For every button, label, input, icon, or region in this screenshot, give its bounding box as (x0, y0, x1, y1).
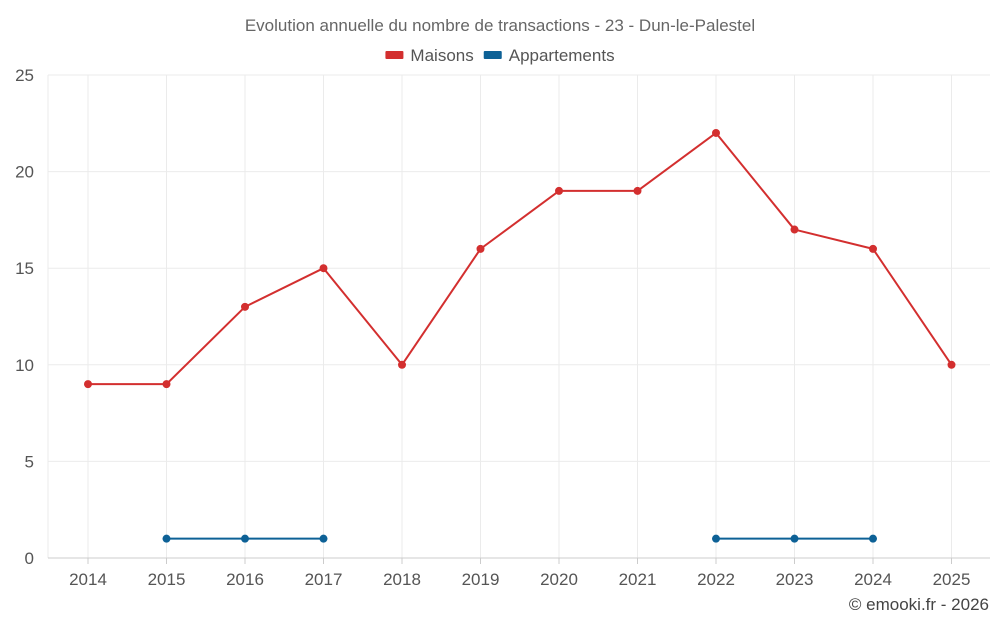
legend-swatch-appartements (483, 51, 502, 59)
legend-label-maisons: Maisons (410, 46, 473, 65)
y-axis: 0 5 10 15 20 25 (15, 66, 34, 568)
x-tick-label: 2017 (305, 570, 343, 589)
series-maisons (84, 128, 956, 389)
x-tick-label: 2018 (383, 570, 421, 589)
credit-text: © emooki.fr - 2026 (849, 595, 989, 614)
legend-item-appartements[interactable]: Appartements (483, 46, 615, 65)
data-point-maisons[interactable] (398, 360, 406, 369)
data-point-maisons[interactable] (633, 186, 642, 195)
y-tick-label: 10 (15, 356, 34, 375)
data-point-appartements[interactable] (241, 534, 249, 543)
legend-swatch-maisons (385, 51, 404, 59)
series-appartements (162, 534, 877, 543)
x-tick-label: 2014 (69, 570, 107, 589)
data-point-maisons[interactable] (476, 244, 485, 253)
data-point-appartements[interactable] (869, 534, 877, 543)
data-point-appartements[interactable] (712, 534, 720, 543)
legend-item-maisons[interactable]: Maisons (385, 46, 474, 65)
x-tick-label: 2024 (854, 570, 892, 589)
data-point-maisons[interactable] (84, 380, 92, 389)
legend: Maisons Appartements (385, 46, 615, 65)
x-tick-label: 2019 (462, 570, 500, 589)
data-point-maisons[interactable] (790, 225, 799, 234)
chart-title: Evolution annuelle du nombre de transact… (245, 16, 755, 35)
legend-label-appartements: Appartements (509, 46, 615, 65)
y-tick-label: 0 (25, 549, 34, 568)
x-tick-label: 2015 (148, 570, 186, 589)
data-point-maisons[interactable] (947, 360, 956, 369)
x-tick-label: 2022 (697, 570, 735, 589)
data-point-appartements[interactable] (319, 534, 328, 543)
data-point-maisons[interactable] (241, 302, 249, 311)
grid (47, 74, 990, 559)
y-tick-label: 25 (15, 66, 34, 85)
data-point-maisons[interactable] (712, 128, 720, 137)
x-tick-label: 2021 (619, 570, 657, 589)
data-point-maisons[interactable] (162, 380, 171, 389)
x-tick-label: 2020 (540, 570, 578, 589)
data-point-maisons[interactable] (869, 244, 877, 253)
series-group (84, 128, 956, 543)
x-tick-label: 2023 (776, 570, 814, 589)
data-point-appartements[interactable] (790, 534, 799, 543)
data-point-appartements[interactable] (162, 534, 171, 543)
data-point-maisons[interactable] (319, 264, 328, 273)
y-tick-label: 15 (15, 259, 34, 278)
y-tick-label: 20 (15, 163, 34, 182)
x-tick-label: 2025 (933, 570, 971, 589)
x-tick-label: 2016 (226, 570, 264, 589)
x-axis: 2014 2015 2016 2017 2018 2019 2020 2021 2022 2023… (69, 558, 970, 589)
series-line-maisons (88, 131, 953, 386)
y-tick-label: 5 (25, 452, 34, 471)
data-point-maisons[interactable] (555, 186, 563, 195)
